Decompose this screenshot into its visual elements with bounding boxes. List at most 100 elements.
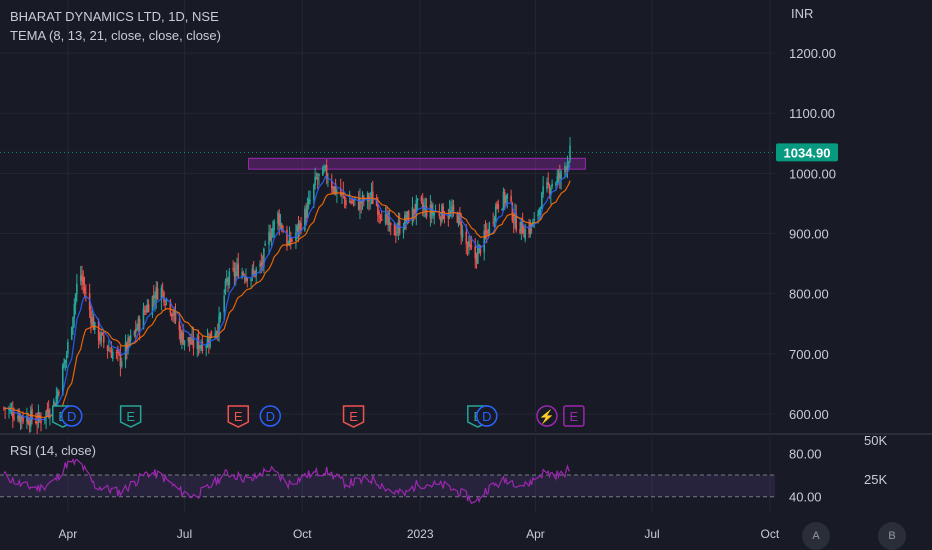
candle-body bbox=[56, 391, 59, 399]
candle-body bbox=[403, 214, 406, 229]
volume-tick-label: 50K bbox=[864, 433, 887, 448]
candle-body bbox=[348, 201, 351, 203]
earnings-upcoming-marker-label: E bbox=[570, 409, 579, 424]
candle-body bbox=[366, 192, 369, 202]
candle-body bbox=[110, 350, 113, 358]
candle-body bbox=[170, 313, 173, 316]
candle-body bbox=[115, 352, 118, 354]
candle-body bbox=[496, 203, 498, 207]
candle-body bbox=[324, 165, 327, 168]
candle-body bbox=[414, 212, 416, 214]
candle-body bbox=[307, 199, 310, 205]
candle-body bbox=[569, 145, 571, 161]
candle-body bbox=[260, 262, 263, 266]
candle-body bbox=[82, 277, 85, 285]
dividend-marker-shape bbox=[259, 405, 282, 427]
candle-body bbox=[466, 246, 469, 248]
auto-scale-button[interactable]: A bbox=[802, 522, 830, 550]
rsi-tick-label: 40.00 bbox=[789, 490, 822, 505]
earnings-negative-marker-label: E bbox=[349, 409, 358, 424]
candle-body bbox=[379, 215, 382, 218]
candle-body bbox=[314, 176, 316, 186]
price-tick-label: 700.00 bbox=[789, 347, 829, 362]
price-tick-label: 800.00 bbox=[789, 287, 829, 302]
candle-body bbox=[488, 222, 491, 234]
earnings-negative-marker-label: E bbox=[234, 409, 243, 424]
candle-body bbox=[278, 213, 281, 226]
candle-body bbox=[469, 244, 471, 246]
candle-body bbox=[539, 211, 542, 213]
price-tick-label: 1100.00 bbox=[789, 106, 835, 121]
candle-body bbox=[28, 424, 31, 426]
candle-body bbox=[558, 173, 561, 179]
candle-body bbox=[233, 268, 236, 277]
candle-body bbox=[557, 172, 560, 179]
candle-body bbox=[190, 341, 192, 345]
last-price-line: 1034.90 bbox=[0, 143, 838, 162]
candle-body bbox=[330, 181, 333, 189]
candle-body bbox=[393, 223, 396, 236]
candle-body bbox=[406, 211, 409, 220]
candle-body bbox=[497, 204, 500, 209]
candle-body bbox=[388, 219, 391, 226]
candle-body bbox=[219, 313, 222, 320]
candle-body bbox=[450, 211, 452, 213]
news-marker-label: ⚡ bbox=[539, 409, 555, 425]
rsi-legend[interactable]: RSI (14, close) bbox=[10, 443, 96, 458]
candle-body bbox=[187, 337, 190, 342]
candle-body bbox=[566, 161, 569, 170]
candle-body bbox=[515, 213, 518, 231]
dividend-marker-shape bbox=[476, 405, 498, 427]
candle-body bbox=[270, 236, 273, 239]
candle-body bbox=[439, 217, 442, 221]
candle-body bbox=[457, 213, 460, 225]
candle-body bbox=[387, 212, 389, 226]
candle-body bbox=[492, 222, 494, 224]
candle-body bbox=[72, 316, 74, 329]
candle-body bbox=[174, 311, 177, 322]
candle-body bbox=[169, 300, 172, 313]
candle-body bbox=[567, 161, 570, 164]
candle-body bbox=[216, 331, 219, 334]
candle-body bbox=[236, 265, 238, 270]
candle-body bbox=[8, 408, 10, 411]
candle-body bbox=[272, 227, 274, 237]
candle-body bbox=[241, 271, 243, 278]
candle-body bbox=[510, 195, 512, 202]
candle-body bbox=[133, 331, 136, 336]
candle-body bbox=[31, 408, 33, 420]
candle-body bbox=[386, 214, 388, 216]
candle-body bbox=[511, 203, 514, 221]
candle-body bbox=[524, 229, 527, 240]
candle-body bbox=[164, 304, 167, 306]
candle-body bbox=[521, 221, 524, 234]
candle-body bbox=[250, 278, 252, 281]
candle-body bbox=[35, 421, 37, 424]
candle-body bbox=[461, 229, 464, 238]
currency-label: INR bbox=[791, 6, 813, 21]
time-tick-label: Jul bbox=[644, 527, 659, 541]
candle-body bbox=[528, 226, 530, 234]
indicator-legend[interactable]: TEMA (8, 13, 21, close, close, close) bbox=[10, 28, 221, 43]
symbol-title[interactable]: BHARAT DYNAMICS LTD, 1D, NSE bbox=[10, 9, 219, 24]
candle-body bbox=[547, 181, 550, 185]
candle-body bbox=[261, 263, 264, 265]
candle-body bbox=[380, 218, 383, 221]
candle-body bbox=[282, 231, 284, 233]
candle-body bbox=[245, 275, 247, 281]
candle-body bbox=[485, 230, 488, 233]
candle-body bbox=[47, 409, 50, 416]
candle-body bbox=[74, 294, 77, 305]
candle-body bbox=[173, 310, 176, 316]
candle-body bbox=[333, 186, 336, 193]
log-scale-button[interactable]: B bbox=[878, 522, 906, 550]
candle-body bbox=[477, 248, 479, 264]
candle-body bbox=[225, 278, 228, 282]
candle-body bbox=[65, 354, 68, 359]
rsi-pane: 80.00 40.00 50K 25K bbox=[0, 433, 887, 505]
candle-body bbox=[138, 319, 141, 330]
candle-body bbox=[97, 321, 100, 341]
candle-body bbox=[300, 223, 302, 231]
candle-body bbox=[100, 333, 102, 343]
